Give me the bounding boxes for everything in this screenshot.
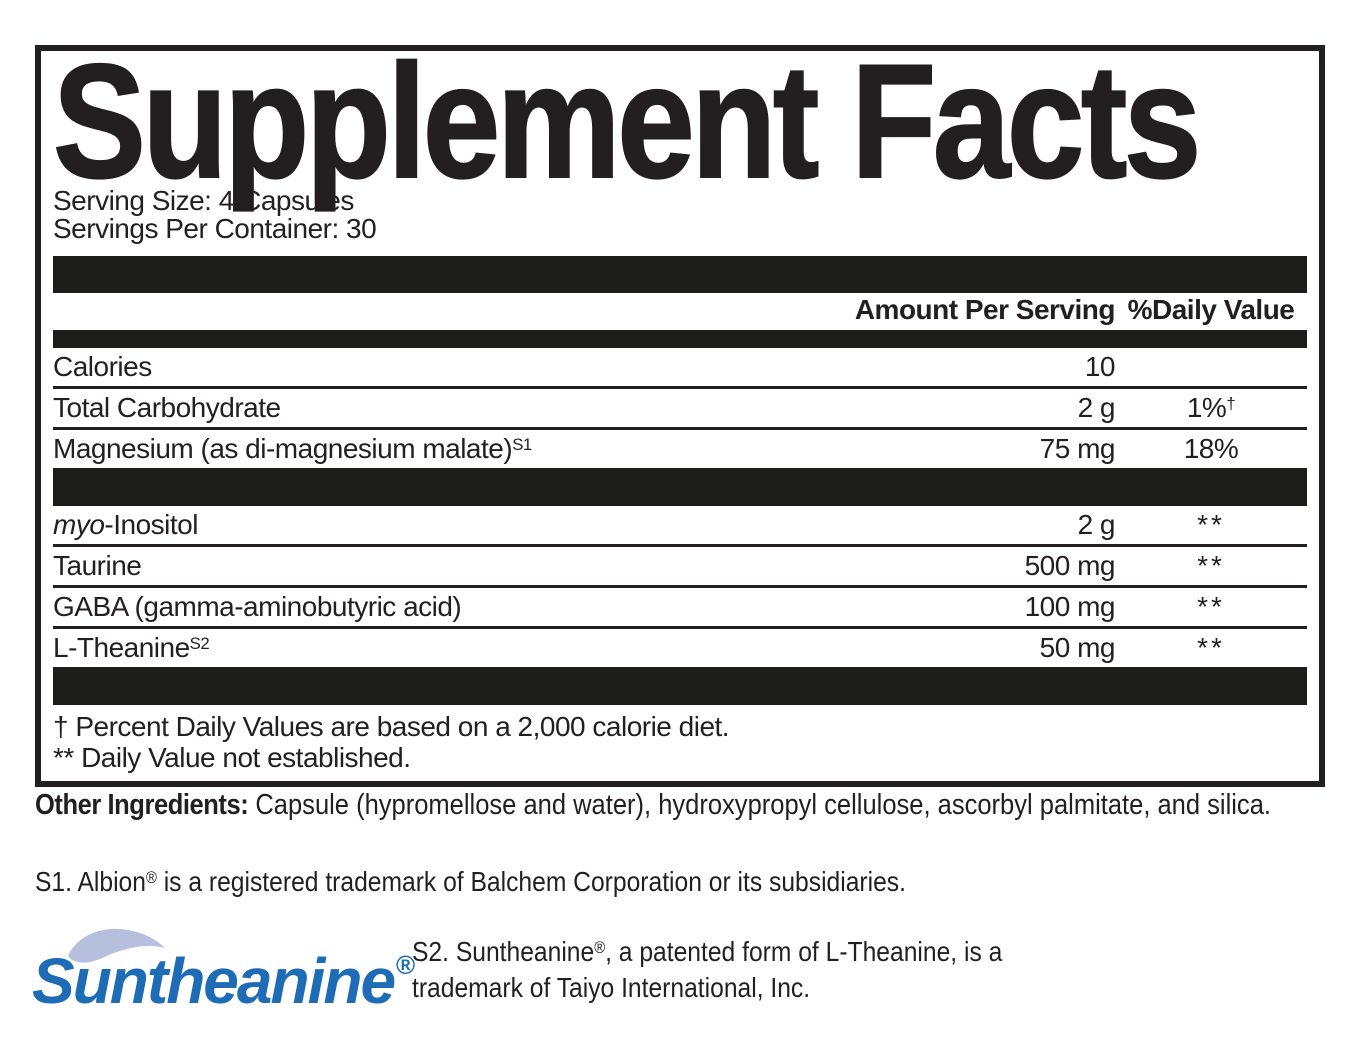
daily-value-header: %Daily Value (1127, 294, 1295, 325)
registered-mark-icon: ® (396, 950, 416, 981)
table-header-row: Amount Per Serving %Daily Value (53, 293, 1307, 330)
nutrient-amount: 50 mg (1039, 632, 1116, 663)
logo-row: Suntheanine® S2. Suntheanine®, a patente… (20, 924, 1083, 1034)
divider-bar-bottom (53, 667, 1307, 705)
nutrient-row: GABA (gamma-aminobutyric acid) 100 mg ** (53, 585, 1307, 626)
other-ingredients-label: Other Ingredients: (35, 789, 249, 821)
logo-word: Suntheanine (32, 945, 396, 1017)
nutrient-name: myo-Inositol (53, 509, 198, 540)
nutrient-name: Taurine (53, 550, 142, 581)
nutrient-daily-value: ** (1197, 509, 1225, 540)
supplement-facts-panel: Supplement Facts Serving Size: 4 Capsule… (35, 40, 1325, 787)
nutrient-daily-value: ** (1197, 632, 1225, 663)
s2-line2: trademark of Taiyo International, Inc. (412, 972, 811, 1003)
suntheanine-logo: Suntheanine® (20, 924, 415, 1034)
amount-per-serving-header: Amount Per Serving (854, 294, 1116, 325)
nutrient-daily-value: 1%† (1186, 392, 1236, 423)
nutrient-amount: 2 g (1077, 392, 1116, 423)
nutrient-daily-value: ** (1197, 591, 1225, 622)
servings-per-container: Servings Per Container: 30 (53, 213, 377, 244)
other-ingredients-text: Capsule (hypromellose and water), hydrox… (255, 789, 1271, 821)
s2-trademark-note: S2. Suntheanine®, a patented form of L-T… (412, 924, 1083, 1006)
nutrient-amount: 2 g (1077, 509, 1116, 540)
s1-trademark-note: S1. Albion® is a registered trademark of… (35, 866, 906, 897)
nutrient-row: myo-Inositol 2 g ** (53, 506, 1307, 544)
divider-bar-top (53, 256, 1307, 293)
nutrient-amount: 500 mg (1024, 550, 1116, 581)
nutrient-name: L-TheanineS2 (53, 632, 210, 663)
divider-bar-thin (53, 330, 1307, 348)
nutrient-row: L-TheanineS2 50 mg ** (53, 626, 1307, 667)
nutrient-rows-other: myo-Inositol 2 g ** Taurine 500 mg ** GABA (ga… (53, 506, 1307, 667)
nutrient-amount: 100 mg (1024, 591, 1116, 622)
nutrient-row: Taurine 500 mg ** (53, 544, 1307, 585)
nutrient-row: Calories 10 (53, 348, 1307, 386)
nutrient-amount: 10 (1084, 351, 1116, 382)
nutrient-daily-value: 18% (1183, 433, 1239, 464)
panel-title: Supplement Facts (52, 31, 1202, 212)
footnote-daily-value: † Percent Daily Values are based on a 2,… (53, 711, 730, 742)
nutrient-row: Magnesium (as di-magnesium malate)S1 75 m… (53, 427, 1307, 468)
nutrient-name: Calories (53, 351, 152, 382)
footnotes: † Percent Daily Values are based on a 2,… (53, 711, 1307, 773)
nutrient-amount: 75 mg (1039, 433, 1116, 464)
nutrient-daily-value: ** (1197, 550, 1225, 581)
nutrient-rows-main: Calories 10 Total Carbohydrate 2 g 1%† Magnes… (53, 348, 1307, 468)
other-ingredients: Other Ingredients: Capsule (hypromellose… (35, 789, 1372, 822)
footnote-not-established: ** Daily Value not established. (53, 742, 411, 773)
serving-size: Serving Size: 4 Capsules (53, 185, 354, 216)
s2-line1: S2. Suntheanine®, a patented form of L-T… (412, 936, 1003, 967)
serving-info: Serving Size: 4 Capsules Servings Per Co… (53, 187, 1307, 243)
nutrient-name: Magnesium (as di-magnesium malate)S1 (53, 433, 532, 464)
divider-bar-mid (53, 468, 1307, 506)
nutrient-row: Total Carbohydrate 2 g 1%† (53, 386, 1307, 427)
wave-swoosh-icon (68, 928, 165, 963)
nutrient-name: Total Carbohydrate (53, 392, 281, 423)
suntheanine-wordmark: Suntheanine® (32, 945, 416, 1017)
nutrient-name: GABA (gamma-aminobutyric acid) (53, 591, 462, 622)
